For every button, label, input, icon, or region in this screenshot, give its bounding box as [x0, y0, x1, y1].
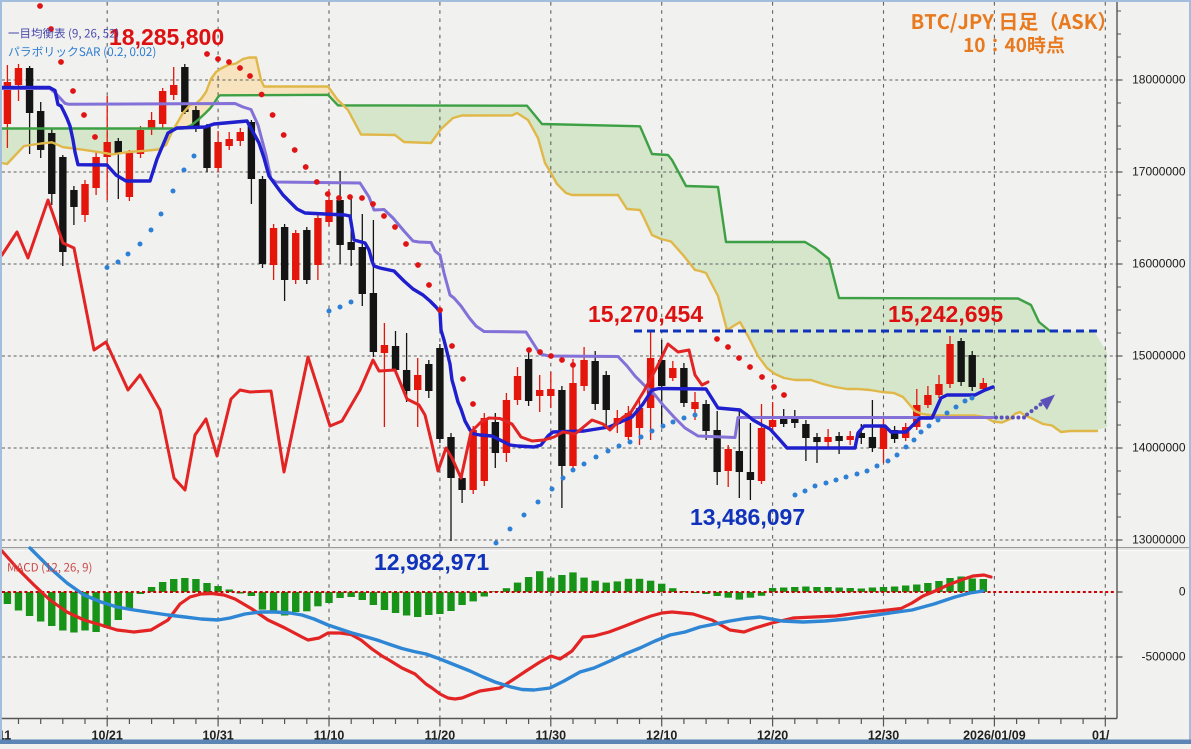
svg-text:12/30: 12/30: [868, 729, 899, 743]
svg-text:13,486,097: 13,486,097: [690, 504, 805, 530]
svg-text:10/21: 10/21: [92, 729, 123, 743]
svg-text:17000000: 17000000: [1132, 165, 1186, 179]
svg-text:12,982,971: 12,982,971: [374, 549, 489, 575]
svg-text:01/: 01/: [1092, 729, 1110, 743]
svg-text:13000000: 13000000: [1132, 533, 1186, 547]
svg-text:16000000: 16000000: [1132, 257, 1186, 271]
svg-text:-500000: -500000: [1141, 650, 1185, 664]
svg-text:15,270,454: 15,270,454: [588, 301, 703, 327]
svg-text:15,242,695: 15,242,695: [888, 301, 1003, 327]
svg-text:12/10: 12/10: [646, 729, 677, 743]
svg-text:11/10: 11/10: [314, 729, 345, 743]
svg-text:2026/01/09: 2026/01/09: [963, 729, 1026, 743]
svg-text:11/20: 11/20: [425, 729, 456, 743]
svg-text:18000000: 18000000: [1132, 73, 1186, 87]
svg-text:11/30: 11/30: [536, 729, 567, 743]
svg-text:10/31: 10/31: [202, 729, 233, 743]
svg-text:14000000: 14000000: [1132, 441, 1186, 455]
svg-text:12/20: 12/20: [757, 729, 788, 743]
svg-text:11: 11: [0, 729, 11, 743]
svg-text:0: 0: [1179, 585, 1186, 599]
svg-text:15000000: 15000000: [1132, 349, 1186, 363]
svg-text:18,285,800: 18,285,800: [109, 24, 224, 50]
